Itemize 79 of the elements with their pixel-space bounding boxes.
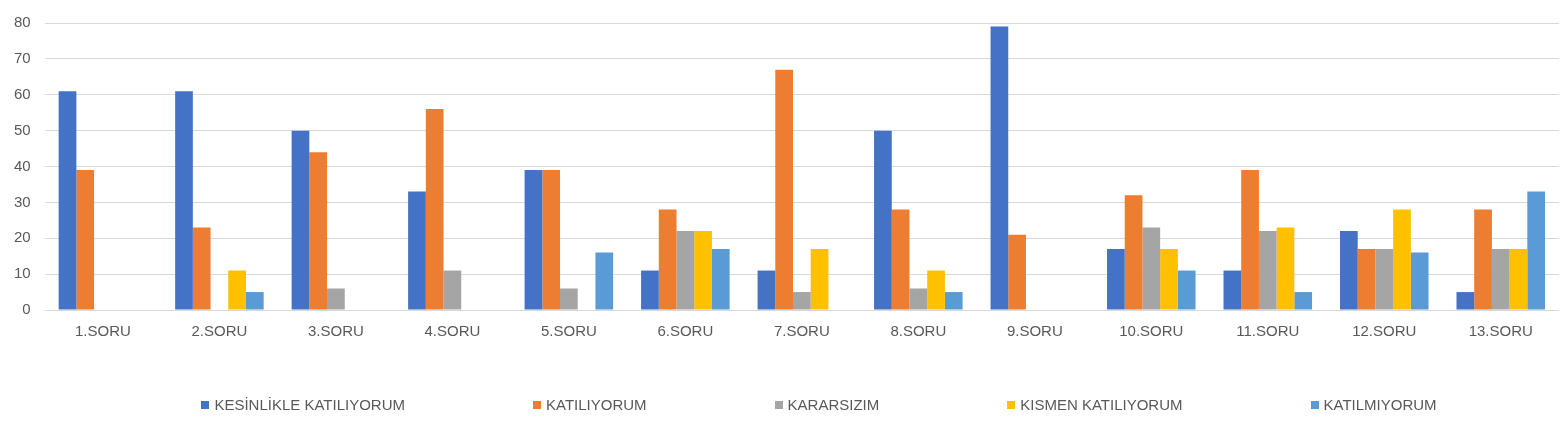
bar (1340, 231, 1358, 310)
x-tick-label: 3.SORU (307, 322, 364, 340)
y-tick-label: 80 (14, 13, 31, 31)
y-tick-label: 50 (14, 120, 31, 138)
bar (927, 270, 945, 310)
x-tick-label: 9.SORU (1006, 322, 1063, 340)
bar (291, 130, 310, 310)
x-tick-label: 6.SORU (657, 322, 714, 340)
bar (757, 270, 776, 310)
x-tick-label: 11.SORU (1236, 322, 1300, 340)
bar (524, 170, 543, 310)
bar (874, 130, 892, 310)
bar (909, 288, 928, 310)
bar (775, 69, 793, 310)
y-tick-label: 60 (14, 84, 31, 102)
bar (641, 270, 659, 310)
bar (327, 288, 345, 310)
bar (76, 170, 95, 310)
bar (1509, 249, 1528, 310)
bar (891, 209, 910, 310)
bar (810, 249, 829, 310)
legend-label: KARARSIZIM (787, 396, 880, 413)
y-tick-label: 20 (14, 228, 31, 246)
legend-label: KESİNLİKLE KATILIYORUM (214, 396, 406, 413)
bar (1008, 234, 1026, 310)
bar (1241, 170, 1259, 310)
y-tick-label: 10 (14, 264, 31, 282)
bar (425, 109, 444, 310)
x-tick-label: 4.SORU (424, 322, 481, 340)
y-tick-label: 30 (14, 192, 31, 210)
x-tick-label: 8.SORU (890, 322, 947, 340)
bar (1375, 249, 1394, 310)
bar (944, 292, 963, 310)
bar (792, 292, 811, 310)
x-tick-label: 10.SORU (1119, 322, 1184, 340)
bar (1258, 231, 1277, 310)
bar (1142, 227, 1161, 310)
bar (711, 249, 730, 310)
bar (1276, 227, 1295, 310)
bar (408, 191, 426, 310)
bar (694, 231, 712, 310)
x-tick-label: 5.SORU (540, 322, 597, 340)
y-tick-label: 0 (22, 300, 31, 318)
legend-label: KATILMIYORUM (1323, 396, 1437, 413)
bar (58, 91, 77, 310)
legend-label: KATILIYORUM (546, 396, 647, 413)
bar (1177, 270, 1196, 310)
bar (1456, 292, 1475, 310)
bar (542, 170, 561, 310)
bar (595, 252, 614, 310)
x-tick-label: 12.SORU (1352, 322, 1417, 340)
y-tick-label: 40 (14, 156, 31, 174)
x-tick-label: 1.SORU (75, 322, 131, 340)
bar (1474, 209, 1492, 310)
legend-label: KISMEN KATILIYORUM (1020, 396, 1183, 413)
x-tick-label: 2.SORU (191, 322, 248, 340)
bar (309, 152, 328, 310)
bar (1107, 249, 1125, 310)
bar (990, 26, 1009, 310)
bar (1357, 249, 1376, 310)
bar (175, 91, 193, 310)
bar (1410, 252, 1429, 310)
bar (658, 209, 677, 310)
x-tick-label: 7.SORU (773, 322, 830, 340)
bar (1160, 249, 1178, 310)
bar (1124, 195, 1143, 310)
bar (443, 270, 462, 310)
bar (192, 227, 211, 310)
bar (1491, 249, 1510, 310)
x-tick-label: 13.SORU (1468, 322, 1533, 340)
bar (1294, 292, 1313, 310)
y-tick-label: 70 (14, 49, 31, 67)
bar (1223, 270, 1242, 310)
bar (245, 292, 264, 310)
bar (1527, 191, 1546, 310)
bar (560, 288, 578, 310)
bar (676, 231, 695, 310)
bar (1393, 209, 1411, 310)
bar (228, 270, 246, 310)
